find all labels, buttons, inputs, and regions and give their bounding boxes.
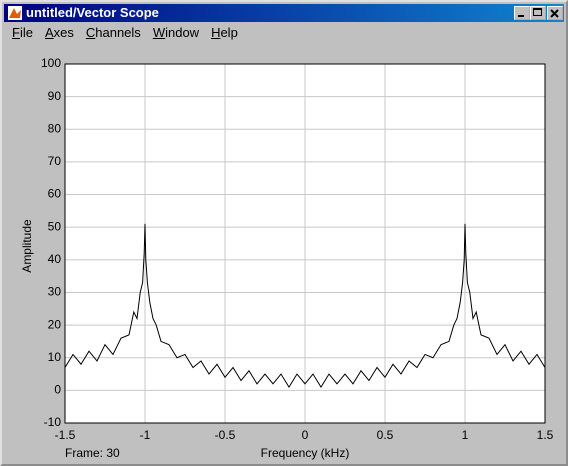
y-tick-label: 10 xyxy=(48,350,62,364)
menu-item[interactable]: Help xyxy=(211,25,238,40)
plot-border xyxy=(64,63,546,424)
title-bar: untitled/Vector Scope xyxy=(4,4,564,22)
app-icon xyxy=(8,6,22,20)
y-tick-label: 70 xyxy=(48,154,62,168)
y-tick-label: 50 xyxy=(48,219,62,233)
menu-item[interactable]: File xyxy=(12,25,33,40)
y-tick-label: 80 xyxy=(48,121,62,135)
menu-item[interactable]: Window xyxy=(152,25,200,40)
frame-status: Frame: 30 xyxy=(65,446,120,460)
maximize-button[interactable] xyxy=(530,6,546,20)
y-tick-label: 30 xyxy=(48,285,62,299)
x-axis-label: Frequency (kHz) xyxy=(261,446,350,460)
x-tick-label: -1 xyxy=(140,428,151,442)
minimize-button[interactable] xyxy=(514,6,530,20)
window-title: untitled/Vector Scope xyxy=(26,5,159,20)
x-tick-label: 1 xyxy=(462,428,469,442)
close-button[interactable] xyxy=(547,6,563,20)
menu-item[interactable]: Axes xyxy=(44,25,74,40)
x-tick-label: -0.5 xyxy=(215,428,236,442)
y-tick-label: 0 xyxy=(54,383,61,397)
x-tick-label: 0.5 xyxy=(377,428,394,442)
y-tick-label: 60 xyxy=(48,187,62,201)
y-tick-label: 40 xyxy=(48,252,62,266)
y-tick-label: 20 xyxy=(48,317,62,331)
y-axis-label: Amplitude xyxy=(20,219,34,273)
menu-bar: File Axes Channels Window Help xyxy=(4,24,242,42)
y-tick-label: 100 xyxy=(41,56,61,70)
x-tick-label: 0 xyxy=(302,428,309,442)
x-tick-label: -1.5 xyxy=(55,428,76,442)
chart: Amplitude Frequency (kHz) Frame: 30 -100… xyxy=(20,56,554,460)
x-tick-label: 1.5 xyxy=(537,428,554,442)
menu-item[interactable]: Channels xyxy=(85,25,141,40)
y-tick-label: 90 xyxy=(48,89,62,103)
data-line xyxy=(64,223,546,389)
y-tick-label: -10 xyxy=(44,415,62,429)
